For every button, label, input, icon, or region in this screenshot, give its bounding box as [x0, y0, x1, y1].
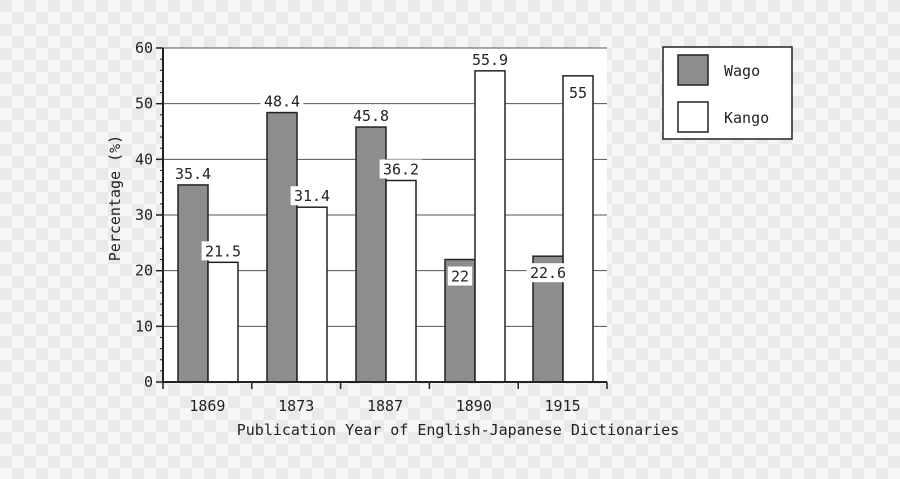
data-label-kango-1873: 31.4	[294, 187, 330, 205]
data-label-bg-kango-1873	[290, 186, 334, 206]
y-tick-label-60: 60	[135, 39, 153, 57]
x-tick-label-1890: 1890	[456, 397, 492, 415]
x-tick-label-1869: 1869	[189, 397, 225, 415]
bar-kango-1869	[207, 261, 239, 383]
data-label-bg-wago-1890	[447, 266, 473, 286]
bar-kango-1915	[562, 75, 594, 383]
bar-wago-1873	[266, 111, 298, 383]
data-label-bg-kango-1915	[565, 82, 591, 102]
data-label-kango-1890: 55.9	[472, 51, 508, 69]
data-label-bg-wago-1915	[526, 263, 570, 283]
x-tick-label-1915: 1915	[545, 397, 581, 415]
data-labels: 35.4 21.5 48.4 31.4 45.8 36.2 22 55.9 22.6 55	[171, 49, 591, 286]
y-tick-label-10: 10	[135, 317, 153, 335]
data-label-bg-wago-1887	[349, 106, 393, 126]
data-label-bg-kango-1887	[379, 159, 423, 179]
legend: Wago Kango	[662, 46, 793, 140]
bar-kango-1890	[474, 70, 506, 383]
y-tick-label-20: 20	[135, 262, 153, 280]
data-label-kango-1869: 21.5	[205, 242, 241, 260]
legend-label-kango: Kango	[724, 109, 769, 127]
data-label-kango-1887: 36.2	[383, 160, 419, 178]
data-label-wago-1887: 45.8	[353, 107, 389, 125]
bars	[177, 70, 594, 383]
legend-swatch-kango	[677, 101, 709, 133]
x-tick-label-1887: 1887	[367, 397, 403, 415]
data-label-bg-wago-1869	[171, 163, 215, 183]
data-label-wago-1915: 22.6	[530, 264, 566, 282]
data-label-bg-wago-1873	[260, 91, 304, 111]
bar-kango-1887	[385, 179, 417, 383]
data-label-bg-kango-1890	[468, 49, 512, 69]
y-tick-label-30: 30	[135, 206, 153, 224]
y-tick-label-50: 50	[135, 95, 153, 113]
y-axis-title: Percentage (%)	[106, 135, 124, 261]
data-label-wago-1890: 22	[451, 268, 469, 286]
data-label-bg-kango-1869	[201, 241, 245, 261]
data-label-wago-1869: 35.4	[175, 165, 211, 183]
y-tick-label-40: 40	[135, 150, 153, 168]
bar-wago-1869	[177, 184, 209, 383]
x-axis-title: Publication Year of English-Japanese Dic…	[237, 421, 680, 439]
axes: 0 10 20 30 40 50 60 1869 1873 1887 1890 1915	[135, 39, 608, 415]
legend-swatch-wago	[677, 54, 709, 86]
data-label-wago-1873: 48.4	[264, 93, 300, 111]
legend-label-wago: Wago	[724, 62, 760, 80]
data-label-kango-1915: 55	[569, 84, 587, 102]
bar-kango-1873	[296, 206, 328, 383]
y-tick-label-0: 0	[144, 373, 153, 391]
x-tick-label-1873: 1873	[278, 397, 314, 415]
